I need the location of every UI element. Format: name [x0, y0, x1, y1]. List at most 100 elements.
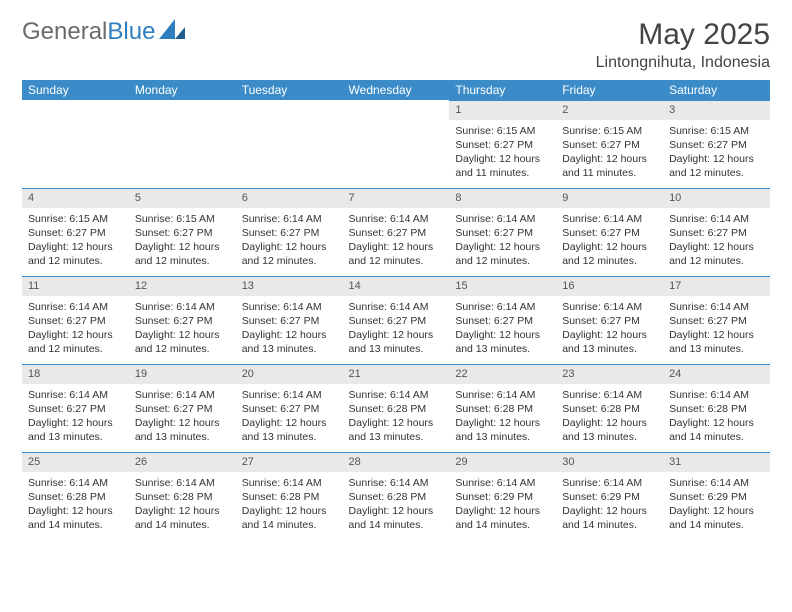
calendar-day-cell: 9Sunrise: 6:14 AMSunset: 6:27 PMDaylight…	[556, 188, 663, 276]
day-number: 26	[129, 452, 236, 472]
sunrise-text: Sunrise: 6:14 AM	[562, 212, 657, 226]
daylight-text: Daylight: 12 hours and 12 minutes.	[455, 240, 550, 268]
day-body: Sunrise: 6:14 AMSunset: 6:27 PMDaylight:…	[236, 296, 343, 359]
sunset-text: Sunset: 6:28 PM	[349, 402, 444, 416]
weekday-header: Friday	[556, 80, 663, 100]
day-body: Sunrise: 6:14 AMSunset: 6:28 PMDaylight:…	[129, 472, 236, 535]
brand-part1: General	[22, 18, 107, 46]
day-body: Sunrise: 6:14 AMSunset: 6:27 PMDaylight:…	[556, 208, 663, 271]
day-body: Sunrise: 6:15 AMSunset: 6:27 PMDaylight:…	[663, 120, 770, 183]
day-number: 12	[129, 276, 236, 296]
day-number: 19	[129, 364, 236, 384]
daylight-text: Daylight: 12 hours and 13 minutes.	[455, 328, 550, 356]
sunrise-text: Sunrise: 6:14 AM	[562, 388, 657, 402]
daylight-text: Daylight: 12 hours and 14 minutes.	[242, 504, 337, 532]
calendar-body: 1Sunrise: 6:15 AMSunset: 6:27 PMDaylight…	[22, 100, 770, 540]
day-number: 23	[556, 364, 663, 384]
daylight-text: Daylight: 12 hours and 13 minutes.	[242, 416, 337, 444]
calendar-day-cell: 1Sunrise: 6:15 AMSunset: 6:27 PMDaylight…	[449, 100, 556, 188]
month-title: May 2025	[596, 18, 770, 52]
day-body: Sunrise: 6:15 AMSunset: 6:27 PMDaylight:…	[129, 208, 236, 271]
sunset-text: Sunset: 6:27 PM	[455, 138, 550, 152]
sunset-text: Sunset: 6:27 PM	[669, 226, 764, 240]
day-body: Sunrise: 6:14 AMSunset: 6:27 PMDaylight:…	[663, 296, 770, 359]
day-body: Sunrise: 6:14 AMSunset: 6:27 PMDaylight:…	[22, 296, 129, 359]
sunrise-text: Sunrise: 6:14 AM	[135, 388, 230, 402]
day-body: Sunrise: 6:14 AMSunset: 6:28 PMDaylight:…	[22, 472, 129, 535]
day-body: Sunrise: 6:14 AMSunset: 6:27 PMDaylight:…	[129, 296, 236, 359]
calendar-day-cell: 17Sunrise: 6:14 AMSunset: 6:27 PMDayligh…	[663, 276, 770, 364]
calendar-day-cell: 12Sunrise: 6:14 AMSunset: 6:27 PMDayligh…	[129, 276, 236, 364]
daylight-text: Daylight: 12 hours and 14 minutes.	[562, 504, 657, 532]
daylight-text: Daylight: 12 hours and 12 minutes.	[562, 240, 657, 268]
day-body: Sunrise: 6:14 AMSunset: 6:28 PMDaylight:…	[556, 384, 663, 447]
sunset-text: Sunset: 6:27 PM	[28, 402, 123, 416]
weekday-header: Tuesday	[236, 80, 343, 100]
daylight-text: Daylight: 12 hours and 13 minutes.	[242, 328, 337, 356]
calendar-day-cell	[22, 100, 129, 188]
daylight-text: Daylight: 12 hours and 14 minutes.	[349, 504, 444, 532]
day-number: 21	[343, 364, 450, 384]
day-number: 9	[556, 188, 663, 208]
day-body: Sunrise: 6:14 AMSunset: 6:27 PMDaylight:…	[236, 208, 343, 271]
sunset-text: Sunset: 6:27 PM	[135, 402, 230, 416]
daylight-text: Daylight: 12 hours and 13 minutes.	[669, 328, 764, 356]
day-body: Sunrise: 6:15 AMSunset: 6:27 PMDaylight:…	[556, 120, 663, 183]
day-body: Sunrise: 6:14 AMSunset: 6:27 PMDaylight:…	[236, 384, 343, 447]
day-number: 25	[22, 452, 129, 472]
calendar-day-cell: 10Sunrise: 6:14 AMSunset: 6:27 PMDayligh…	[663, 188, 770, 276]
sunrise-text: Sunrise: 6:15 AM	[562, 124, 657, 138]
daylight-text: Daylight: 12 hours and 12 minutes.	[135, 240, 230, 268]
calendar-day-cell: 21Sunrise: 6:14 AMSunset: 6:28 PMDayligh…	[343, 364, 450, 452]
daylight-text: Daylight: 12 hours and 14 minutes.	[669, 416, 764, 444]
calendar-day-cell: 11Sunrise: 6:14 AMSunset: 6:27 PMDayligh…	[22, 276, 129, 364]
sunset-text: Sunset: 6:28 PM	[135, 490, 230, 504]
daylight-text: Daylight: 12 hours and 13 minutes.	[135, 416, 230, 444]
day-number: 14	[343, 276, 450, 296]
sunrise-text: Sunrise: 6:15 AM	[28, 212, 123, 226]
sunset-text: Sunset: 6:27 PM	[242, 226, 337, 240]
calendar-day-cell: 6Sunrise: 6:14 AMSunset: 6:27 PMDaylight…	[236, 188, 343, 276]
daylight-text: Daylight: 12 hours and 13 minutes.	[455, 416, 550, 444]
day-number: 22	[449, 364, 556, 384]
weekday-header: Saturday	[663, 80, 770, 100]
sunrise-text: Sunrise: 6:14 AM	[455, 476, 550, 490]
sunset-text: Sunset: 6:27 PM	[562, 138, 657, 152]
calendar-day-cell: 20Sunrise: 6:14 AMSunset: 6:27 PMDayligh…	[236, 364, 343, 452]
sunrise-text: Sunrise: 6:15 AM	[669, 124, 764, 138]
weekday-header: Monday	[129, 80, 236, 100]
day-body: Sunrise: 6:14 AMSunset: 6:27 PMDaylight:…	[22, 384, 129, 447]
calendar-day-cell: 13Sunrise: 6:14 AMSunset: 6:27 PMDayligh…	[236, 276, 343, 364]
calendar-week-row: 1Sunrise: 6:15 AMSunset: 6:27 PMDaylight…	[22, 100, 770, 188]
sunset-text: Sunset: 6:27 PM	[562, 314, 657, 328]
sunrise-text: Sunrise: 6:14 AM	[242, 476, 337, 490]
sunrise-text: Sunrise: 6:14 AM	[28, 300, 123, 314]
calendar-day-cell: 26Sunrise: 6:14 AMSunset: 6:28 PMDayligh…	[129, 452, 236, 540]
sunset-text: Sunset: 6:27 PM	[242, 314, 337, 328]
weekday-header: Sunday	[22, 80, 129, 100]
day-number: 29	[449, 452, 556, 472]
daylight-text: Daylight: 12 hours and 12 minutes.	[669, 152, 764, 180]
daylight-text: Daylight: 12 hours and 12 minutes.	[28, 328, 123, 356]
daylight-text: Daylight: 12 hours and 12 minutes.	[135, 328, 230, 356]
calendar-day-cell: 24Sunrise: 6:14 AMSunset: 6:28 PMDayligh…	[663, 364, 770, 452]
daylight-text: Daylight: 12 hours and 14 minutes.	[669, 504, 764, 532]
sunrise-text: Sunrise: 6:14 AM	[135, 300, 230, 314]
sunrise-text: Sunrise: 6:14 AM	[455, 388, 550, 402]
day-number: 6	[236, 188, 343, 208]
sunset-text: Sunset: 6:27 PM	[349, 314, 444, 328]
day-number: 4	[22, 188, 129, 208]
daylight-text: Daylight: 12 hours and 14 minutes.	[28, 504, 123, 532]
calendar-day-cell: 31Sunrise: 6:14 AMSunset: 6:29 PMDayligh…	[663, 452, 770, 540]
day-number: 20	[236, 364, 343, 384]
calendar-day-cell: 3Sunrise: 6:15 AMSunset: 6:27 PMDaylight…	[663, 100, 770, 188]
sunset-text: Sunset: 6:28 PM	[349, 490, 444, 504]
sunrise-text: Sunrise: 6:14 AM	[135, 476, 230, 490]
sunrise-text: Sunrise: 6:14 AM	[242, 300, 337, 314]
daylight-text: Daylight: 12 hours and 13 minutes.	[349, 328, 444, 356]
sunset-text: Sunset: 6:28 PM	[669, 402, 764, 416]
day-number: 7	[343, 188, 450, 208]
calendar-day-cell: 4Sunrise: 6:15 AMSunset: 6:27 PMDaylight…	[22, 188, 129, 276]
calendar-day-cell: 30Sunrise: 6:14 AMSunset: 6:29 PMDayligh…	[556, 452, 663, 540]
day-number: 30	[556, 452, 663, 472]
